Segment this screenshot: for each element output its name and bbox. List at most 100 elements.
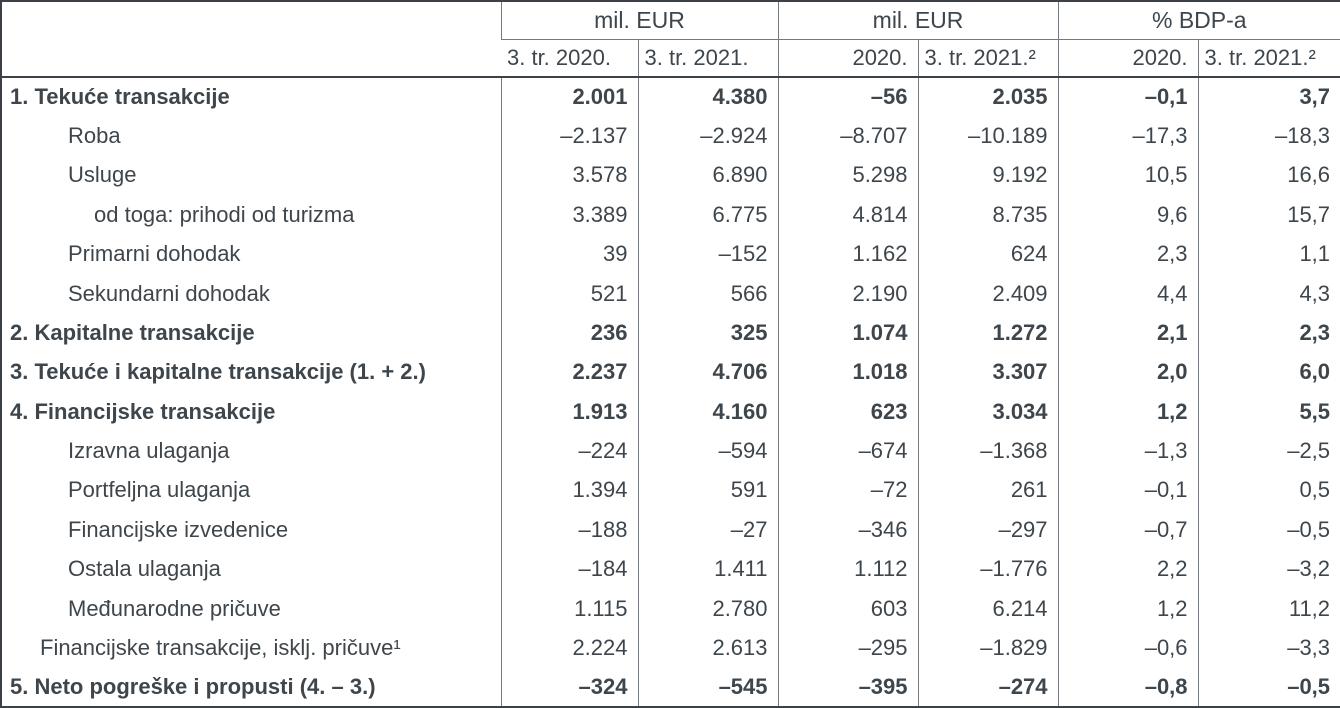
column-group-mil-eur-quarterly: mil. EUR — [500, 1, 779, 40]
column-header-q3-2021: 3. tr. 2021. — [637, 39, 779, 78]
cell-value: –324 — [500, 667, 638, 707]
cell-value: 325 — [637, 313, 779, 353]
cell-value: –3,2 — [1197, 549, 1340, 589]
row-label: Izravna ulaganja — [68, 438, 230, 464]
cell-value: 2,0 — [1057, 352, 1199, 392]
cell-value: –1,3 — [1057, 431, 1199, 471]
cell-value: –152 — [637, 234, 779, 274]
cell-value: –594 — [637, 431, 779, 471]
column-header-q3-2021-pct-sup2: 3. tr. 2021.² — [1197, 39, 1340, 78]
row-label: 3. Tekuće i kapitalne transakcije (1. + … — [10, 359, 426, 385]
row-label: Međunarodne pričuve — [68, 595, 281, 621]
cell-value: –56 — [777, 77, 919, 117]
cell-value: 4.814 — [777, 195, 919, 235]
cell-value: 4.380 — [637, 77, 779, 117]
cell-value: 8.735 — [917, 195, 1059, 235]
cell-value: –8.707 — [777, 116, 919, 156]
table-body: 1. Tekuće transakcije 2.001 4.380 –56 2.035–… — [1, 77, 1340, 707]
cell-value: 2,1 — [1057, 313, 1199, 353]
column-group-pct-bdp: % BDP-a — [1057, 1, 1340, 40]
table-row: Primarni dohodak 39 –152 1.162 624 2,3 1,1 — [1, 234, 1340, 274]
header-columns-row: 3. tr. 2020. 3. tr. 2021. 2020. 3. tr. 2… — [1, 39, 1340, 78]
table-row: 2. Kapitalne transakcije 236 325 1.074 1.272… — [1, 313, 1340, 353]
cell-value: 603 — [777, 588, 919, 629]
cell-value: 15,7 — [1197, 195, 1340, 235]
cell-value: –2.137 — [500, 116, 638, 156]
table-row: Financijske izvedenice –188 –27 –346 –297 –0,… — [1, 510, 1340, 550]
cell-value: 1.394 — [500, 470, 638, 511]
cell-value: 1.162 — [777, 234, 919, 274]
cell-value: 2.035 — [917, 77, 1059, 117]
cell-value: –0,6 — [1057, 628, 1199, 668]
row-label: Financijske izvedenice — [68, 516, 289, 542]
column-header-q3-2021-sup2: 3. tr. 2021.² — [917, 39, 1059, 78]
cell-value: –184 — [500, 549, 638, 589]
column-header-q3-2020: 3. tr. 2020. — [501, 39, 638, 78]
cell-value: 39 — [500, 234, 638, 274]
header-group-row: mil. EUR mil. EUR % BDP-a — [1, 1, 1340, 78]
cell-value: 2,3 — [1057, 234, 1199, 274]
table-row: 3. Tekuće i kapitalne transakcije (1. + … — [1, 352, 1340, 392]
cell-value: –17,3 — [1057, 116, 1199, 156]
cell-value: –224 — [500, 431, 638, 471]
cell-value: –0,1 — [1057, 77, 1199, 117]
cell-value: 3.578 — [500, 155, 638, 196]
table-row: 5. Neto pogreške i propusti (4. – 3.) –32… — [1, 667, 1340, 707]
cell-value: –27 — [637, 510, 779, 550]
cell-value: –274 — [917, 667, 1059, 707]
cell-value: –72 — [777, 470, 919, 511]
cell-value: 2.224 — [500, 628, 638, 668]
table-row: 1. Tekuće transakcije 2.001 4.380 –56 2.035–… — [1, 77, 1340, 117]
table-row: Roba –2.137 –2.924 –8.707 –10.189 –17,3 –18,3 — [1, 116, 1340, 156]
table-row: Financijske transakcije, isklj. pričuve¹… — [1, 628, 1340, 668]
cell-value: 6,0 — [1197, 352, 1340, 392]
cell-value: 4,3 — [1197, 273, 1340, 314]
cell-value: 1.074 — [777, 313, 919, 353]
cell-value: 4.706 — [637, 352, 779, 392]
row-label: Sekundarni dohodak — [68, 280, 270, 306]
table-row: Međunarodne pričuve 1.115 2.780 603 6.214 1,2… — [1, 588, 1340, 629]
cell-value: –0,7 — [1057, 510, 1199, 550]
cell-value: –18,3 — [1197, 116, 1340, 156]
cell-value: 1.272 — [917, 313, 1059, 353]
cell-value: –1.368 — [917, 431, 1059, 471]
cell-value: 9,6 — [1057, 195, 1199, 235]
cell-value: 6.214 — [917, 588, 1059, 629]
cell-value: 2.237 — [500, 352, 638, 392]
column-group-mil-eur-cumulative: mil. EUR — [777, 1, 1059, 40]
cell-value: –545 — [637, 667, 779, 707]
cell-value: 11,2 — [1197, 588, 1340, 629]
cell-value: 3.389 — [500, 195, 638, 235]
cell-value: –674 — [777, 431, 919, 471]
row-label: 5. Neto pogreške i propusti (4. – 3.) — [10, 673, 376, 699]
cell-value: 10,5 — [1057, 155, 1199, 196]
table-row: od toga: prihodi od turizma 3.389 6.775 4.8… — [1, 195, 1340, 235]
cell-value: 0,5 — [1197, 470, 1340, 511]
row-label: Financijske transakcije, isklj. pričuve¹ — [40, 634, 401, 660]
row-label: od toga: prihodi od turizma — [94, 201, 355, 227]
cell-value: 4.160 — [637, 392, 779, 432]
cell-value: 261 — [917, 470, 1059, 511]
cell-value: –346 — [777, 510, 919, 550]
cell-value: –297 — [917, 510, 1059, 550]
cell-value: 1,1 — [1197, 234, 1340, 274]
cell-value: 2.613 — [637, 628, 779, 668]
cell-value: 4,4 — [1057, 273, 1199, 314]
cell-value: –1.829 — [917, 628, 1059, 668]
cell-value: 2,2 — [1057, 549, 1199, 589]
row-label: Primarni dohodak — [68, 241, 241, 267]
cell-value: 1.411 — [637, 549, 779, 589]
cell-value: 1.018 — [777, 352, 919, 392]
row-label: 4. Financijske transakcije — [10, 398, 276, 424]
row-label: Usluge — [68, 162, 137, 188]
cell-value: –0,5 — [1197, 510, 1340, 550]
cell-value: –2.924 — [637, 116, 779, 156]
cell-value: –2,5 — [1197, 431, 1340, 471]
cell-value: 623 — [777, 392, 919, 432]
cell-value: –10.189 — [917, 116, 1059, 156]
cell-value: –0,5 — [1197, 667, 1340, 707]
cell-value: 236 — [500, 313, 638, 353]
table-row: 4. Financijske transakcije 1.913 4.160 623 3… — [1, 392, 1340, 432]
